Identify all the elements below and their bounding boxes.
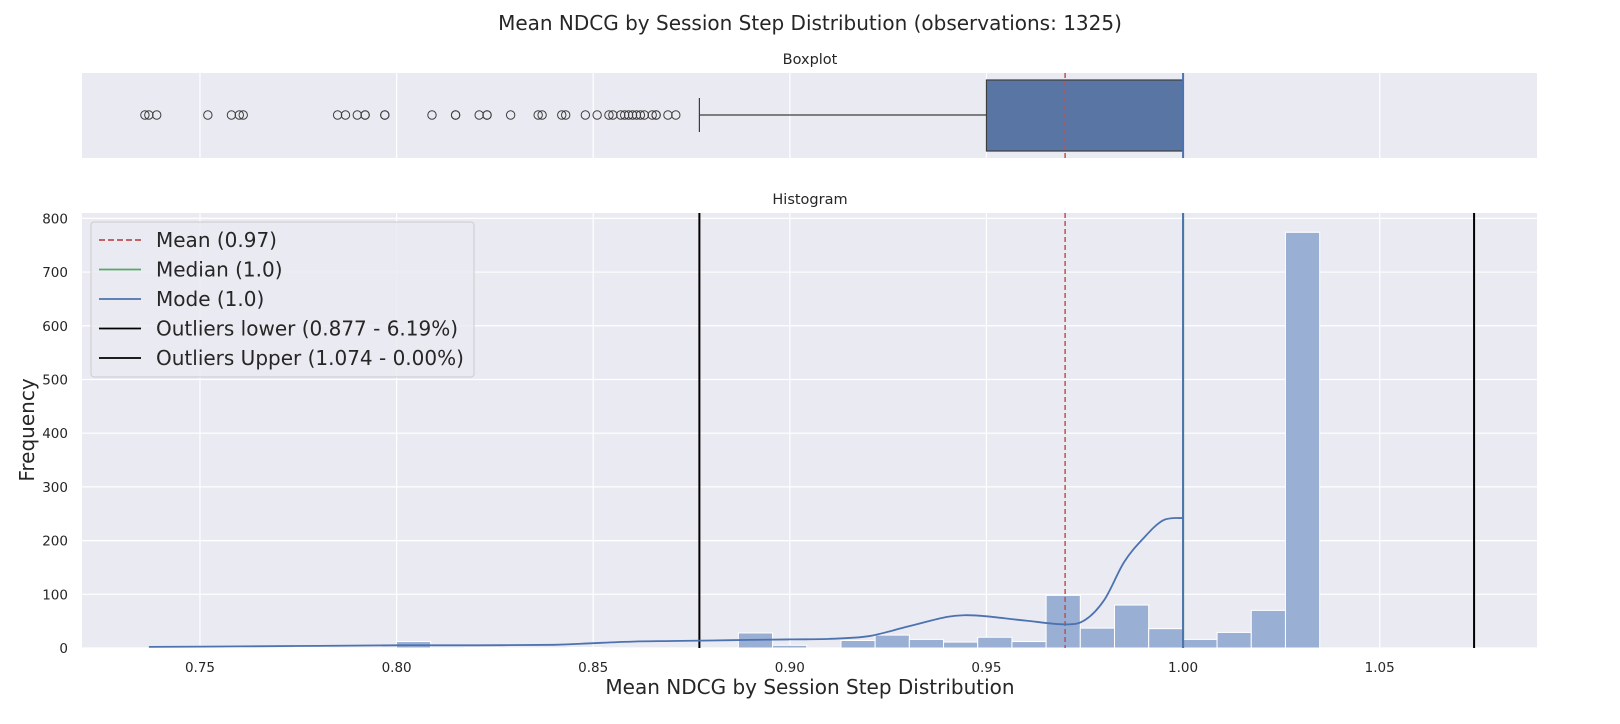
outlier-point [592,110,602,120]
kde-line [148,517,1184,648]
legend-item-outliers-lower: Outliers lower (0.877 - 6.19%) [156,317,458,341]
y-axis-ticks: 0 100 200 300 400 500 600 700 800 [42,211,68,657]
outlier-point [533,110,543,120]
histogram-bar [1011,641,1047,649]
outlier-point [226,110,237,120]
outlier-point [639,110,650,120]
x-tick-label: 0.80 [382,660,412,676]
histogram-bar [1079,627,1115,649]
outlier-point [671,110,681,120]
histogram-bar [908,638,945,649]
boxplot-title: Boxplot [783,52,838,68]
legend-box [90,221,475,378]
outlier-point [616,110,626,120]
legend-item-mean: Mean (0.97) [156,228,277,252]
histogram-title: Histogram [772,192,847,208]
histogram-bar [874,634,910,649]
x-tick-label: 0.85 [578,660,608,676]
outlier-point [352,110,362,120]
outlier-point [537,110,547,120]
outlier-point [474,110,484,120]
iqr-box [985,79,1184,152]
x-tick-label: 0.75 [185,660,215,676]
histogram-bar [566,646,603,649]
outlier-point [560,110,571,120]
outlier-point [380,110,390,120]
outlier-point [152,110,162,120]
outlier-point [427,110,437,120]
y-tick-label: 200 [42,534,68,550]
x-axis-label: Mean NDCG by Session Step Distribution [605,675,1014,699]
histogram-bar [1148,628,1184,649]
outlier-point [604,110,614,120]
histogram-reference-lines [698,213,1476,648]
histogram-bars [156,231,1321,649]
y-tick-label: 0 [59,641,68,657]
y-tick-label: 300 [42,480,68,496]
y-tick-label: 700 [42,265,68,281]
histogram-bar [840,639,876,649]
x-tick-label: 0.95 [971,660,1001,676]
x-axis-ticks: 0.75 0.80 0.85 0.90 0.95 1.00 1.05 [185,660,1395,676]
y-tick-label: 600 [42,319,68,335]
outlier-point [608,110,618,120]
histogram-bar [1045,594,1081,649]
y-tick-label: 400 [42,426,68,442]
outlier-point [450,110,461,120]
outlier-point [580,110,591,120]
y-axis-label: Frequency [15,378,39,481]
histogram-bar [1284,231,1321,649]
outlier-point [238,110,248,120]
histogram-bar [977,636,1013,649]
kde-curve [148,517,1184,648]
histogram-bar [293,646,329,649]
histogram-bar [943,641,979,649]
outlier-point [203,110,213,120]
outlier-point [631,110,642,120]
outlier-point [340,110,351,120]
outlier-point [482,110,492,120]
outlier-point [623,110,634,120]
outlier-point [627,110,638,120]
outlier-point [635,110,646,120]
histogram-bar [1216,631,1252,649]
boxplot-marks [140,73,1185,158]
histogram-bar [772,644,808,649]
outlier-point [557,110,567,120]
y-tick-label: 800 [42,211,68,227]
outlier-point [505,110,516,120]
legend-item-median: Median (1.0) [156,258,283,282]
histogram-bar [1250,609,1286,649]
figure-title: Mean NDCG by Session Step Distribution (… [498,11,1122,35]
legend-item-mode: Mode (1.0) [156,287,264,311]
histogram-bar [464,646,500,649]
histogram-bar [1113,604,1150,649]
outlier-point [360,110,370,120]
histogram-bar [1182,638,1218,649]
histogram-bar [224,646,261,649]
outlier-point [651,110,661,120]
outlier-point [647,110,657,120]
x-tick-label: 1.05 [1365,660,1395,676]
legend-item-outliers-upper: Outliers Upper (1.074 - 0.00%) [156,346,464,370]
outlier-point [144,110,154,120]
y-tick-label: 500 [42,372,68,388]
outlier-point [234,110,244,120]
outlier-point [332,110,343,120]
outlier-point [140,110,150,120]
y-tick-label: 100 [42,587,68,603]
x-tick-label: 0.90 [775,660,805,676]
outlier-point [619,110,630,120]
legend: Mean (0.97) Median (1.0) Mode (1.0) Outlier… [90,221,475,378]
outlier-point [663,110,673,120]
x-tick-label: 1.00 [1168,660,1198,676]
